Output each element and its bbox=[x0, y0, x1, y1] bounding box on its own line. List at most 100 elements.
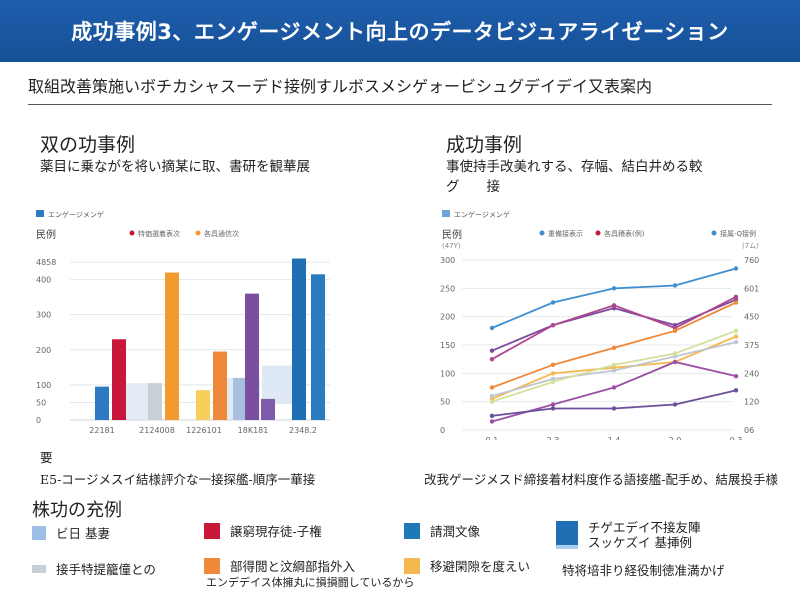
bar-xtick: 1226101 bbox=[186, 426, 222, 435]
legend-item-8: 特将培非り経役制徳准満かげ bbox=[562, 560, 725, 579]
line-point bbox=[733, 294, 739, 300]
line-point bbox=[489, 399, 495, 404]
bar-4 bbox=[165, 272, 179, 420]
line-point bbox=[550, 402, 556, 407]
line-point bbox=[611, 368, 617, 373]
bar-11 bbox=[311, 274, 325, 420]
bar-ytick: 0 bbox=[36, 416, 41, 425]
line-ytick: 0 bbox=[440, 426, 445, 435]
line-point bbox=[611, 345, 617, 351]
line-point bbox=[550, 322, 556, 328]
bar-1 bbox=[95, 386, 109, 420]
bar-7 bbox=[233, 377, 247, 420]
line-point bbox=[611, 362, 617, 368]
line-point bbox=[733, 328, 739, 334]
line-ytick: 150 bbox=[440, 341, 455, 350]
page-title: 成功事例3、エンゲージメント向上のデータビジュアライゼーション bbox=[71, 20, 729, 44]
legend-item-1: ビ日 基妻 bbox=[32, 523, 110, 542]
line-xtick: 0.1 bbox=[486, 436, 499, 440]
bar-ytick: 200 bbox=[36, 346, 51, 355]
line-point bbox=[733, 334, 739, 339]
line-ytick: 50 bbox=[440, 398, 450, 407]
bar-ytick: 50 bbox=[36, 398, 46, 407]
line-point bbox=[672, 402, 678, 407]
legend-label-4b: スッケズイ 基挿例 bbox=[588, 535, 692, 550]
legend-item-3: 請潤文像 bbox=[404, 521, 480, 540]
line-point bbox=[489, 385, 495, 390]
bar-chart-title: エンゲージメンゲ bbox=[48, 210, 104, 219]
line-point bbox=[611, 406, 617, 411]
line-point bbox=[489, 413, 495, 419]
line-point bbox=[611, 286, 617, 291]
bar-ytick: 300 bbox=[36, 311, 51, 320]
line-legend-dot-3 bbox=[711, 230, 717, 236]
bar-legend-1: 特価選着表次 bbox=[138, 229, 180, 238]
line-point bbox=[733, 266, 739, 271]
bar-chart-ylabel: 民例 bbox=[36, 228, 56, 241]
bar-ytick: 4858 bbox=[36, 258, 56, 267]
line-chart-y2label: (7ム) bbox=[742, 242, 759, 250]
line-xtick: 2.3 bbox=[547, 436, 560, 440]
legend-label-8: 特将培非り経役制徳准満かげ bbox=[562, 563, 725, 578]
bar-legend-2: 各具通信次 bbox=[204, 229, 239, 238]
line-xtick: 1.4 bbox=[608, 436, 621, 440]
line-xtick: 2.0 bbox=[669, 436, 682, 440]
line-point bbox=[489, 393, 495, 399]
line-point bbox=[611, 385, 617, 390]
right-heading: 成功事例 bbox=[446, 134, 523, 156]
bar-ytick: 400 bbox=[36, 276, 51, 285]
bar-3 bbox=[148, 383, 162, 420]
line-point bbox=[733, 373, 739, 379]
line-y2tick: 240 bbox=[744, 369, 759, 378]
line-point bbox=[672, 283, 678, 288]
legend-item-5: 接手特提籠僮との bbox=[32, 559, 156, 578]
left-heading: 双の功事例 bbox=[40, 134, 136, 156]
legend-label-2: 譲窮現存徒-子権 bbox=[230, 524, 322, 539]
legend-swatch-5 bbox=[32, 564, 46, 573]
subtitle: 取組改善策施いボチカシャスーデド接例すルボスメシゲォービシュグデイデイ又表案内 bbox=[28, 74, 772, 105]
legend-swatch-main bbox=[36, 210, 44, 217]
legend-item-6: 部得閲と汶綱部指外入 bbox=[204, 556, 355, 575]
left-description: 薬目に乗ながを将い摘某に取、書研を観華展 bbox=[40, 159, 310, 175]
bar-2 bbox=[112, 339, 126, 420]
line-point bbox=[733, 300, 739, 305]
line-point bbox=[550, 406, 556, 411]
line-xtick: 0.3 bbox=[730, 436, 743, 440]
right-description-2: グ 接 bbox=[446, 179, 500, 195]
legend-label-5: 接手特提籠僮との bbox=[56, 562, 156, 577]
bar-10 bbox=[292, 258, 306, 420]
line-point bbox=[489, 419, 495, 424]
bar-xtick: 2124008 bbox=[139, 426, 175, 435]
line-legend-dot-1 bbox=[539, 230, 545, 236]
legend-swatch-3 bbox=[404, 522, 420, 539]
legend-label-3: 請潤文像 bbox=[430, 524, 481, 539]
line-point bbox=[550, 300, 556, 305]
line-y2tick: 120 bbox=[744, 398, 759, 407]
line-y2tick: 06 bbox=[744, 426, 754, 435]
bar-chart: エンゲージメンゲ 民例 特価選着表次 各具通信次 0 50 100 200 300 400… bbox=[36, 210, 330, 435]
bar-8 bbox=[245, 293, 259, 420]
bar-xtick: 18K181 bbox=[238, 426, 269, 435]
line-legend-1: 重備接表示 bbox=[548, 229, 583, 238]
right-description-1: 事使持手改美れする、存幅、結白井める較 bbox=[446, 159, 703, 175]
line-point bbox=[672, 359, 678, 365]
line-ytick: 250 bbox=[440, 284, 455, 293]
legend-item-4: チゲエデイ不接友陣 スッケズイ 基挿例 bbox=[556, 520, 701, 550]
line-legend-dot-2 bbox=[595, 230, 601, 236]
line-ytick: 100 bbox=[440, 369, 455, 378]
line-y2tick: 760 bbox=[744, 256, 759, 265]
line-point bbox=[733, 339, 739, 345]
legend-item-7: 移避閑隙を度えい bbox=[404, 556, 530, 575]
legend-swatch-2 bbox=[204, 522, 220, 539]
line-point bbox=[611, 303, 617, 308]
line-point bbox=[489, 356, 495, 362]
left-caption-label: 要 bbox=[40, 450, 53, 465]
legend-label-6: 部得閲と汶綱部指外入 bbox=[230, 559, 356, 574]
line-point bbox=[550, 371, 556, 376]
legend-label-1: ビ日 基妻 bbox=[56, 526, 110, 541]
line-y2tick: 375 bbox=[744, 341, 759, 350]
line-chart-ylabel-sub: (47Y) bbox=[442, 242, 461, 250]
line-point bbox=[489, 348, 495, 353]
line-legend-3: 接属-Q接例 bbox=[720, 229, 756, 238]
legend-swatch-1 bbox=[32, 525, 46, 540]
